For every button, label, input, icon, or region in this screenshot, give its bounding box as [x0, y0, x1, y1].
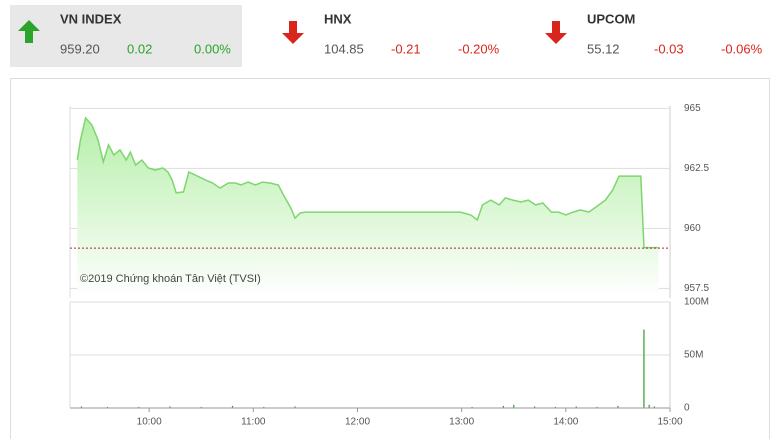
volume-bar	[554, 406, 557, 408]
index-change: 0.02	[127, 41, 152, 56]
volume-bar	[200, 406, 202, 408]
volume-bar	[502, 405, 504, 408]
index-price: 959.20	[60, 41, 100, 56]
volume-bar	[596, 406, 598, 408]
index-change: -0.21	[391, 41, 421, 56]
y-tick-label: 960	[684, 223, 701, 234]
trend-arrow	[282, 21, 304, 44]
volume-bar	[648, 404, 650, 408]
watermark: ©2019 Chứng khoán Tân Việt (TVSI)	[80, 273, 261, 285]
index-percent: -0.20%	[458, 41, 500, 56]
volume-bar	[138, 406, 140, 408]
y-tick-label: 962.5	[684, 163, 709, 174]
index-percent: 0.00%	[194, 41, 231, 56]
tile-background	[10, 5, 242, 67]
volume-bar	[169, 406, 171, 408]
x-tick-label: 13:00	[449, 417, 474, 428]
index-percent: -0.06%	[721, 41, 763, 56]
volume-bar	[471, 406, 473, 408]
trend-arrow	[545, 21, 567, 44]
volume-bar	[263, 406, 265, 408]
chart-frame	[10, 78, 770, 439]
volume-bar	[653, 406, 655, 408]
y-tick-label: 0	[684, 403, 690, 414]
x-tick-label: 15:00	[657, 417, 682, 428]
index-price: 104.85	[324, 41, 364, 56]
y-tick-label: 957.5	[684, 283, 709, 294]
x-tick-label: 11:00	[241, 417, 266, 428]
index-change: -0.03	[654, 41, 684, 56]
volume-bar	[575, 406, 577, 408]
x-tick-label: 10:00	[137, 417, 162, 428]
trend-arrow	[18, 20, 40, 43]
volume-bar	[533, 406, 536, 408]
y-tick-label: 965	[684, 103, 701, 114]
y-tick-label: 100M	[684, 297, 709, 308]
volume-bar	[294, 406, 296, 408]
index-price: 55.12	[587, 41, 620, 56]
index-name: UPCOM	[587, 11, 635, 26]
volume-bar	[617, 405, 619, 408]
index-name: HNX	[324, 11, 352, 26]
volume-bar	[80, 406, 83, 408]
index-name: VN INDEX	[60, 11, 122, 26]
volume-bar	[231, 405, 234, 408]
price-area	[77, 118, 659, 298]
x-tick-label: 14:00	[553, 417, 578, 428]
volume-bar	[513, 404, 515, 408]
y-tick-label: 50M	[684, 350, 703, 361]
x-tick-label: 12:00	[345, 417, 370, 428]
price-line	[76, 116, 659, 249]
volume-bar	[106, 406, 109, 408]
volume-bar	[643, 329, 645, 408]
